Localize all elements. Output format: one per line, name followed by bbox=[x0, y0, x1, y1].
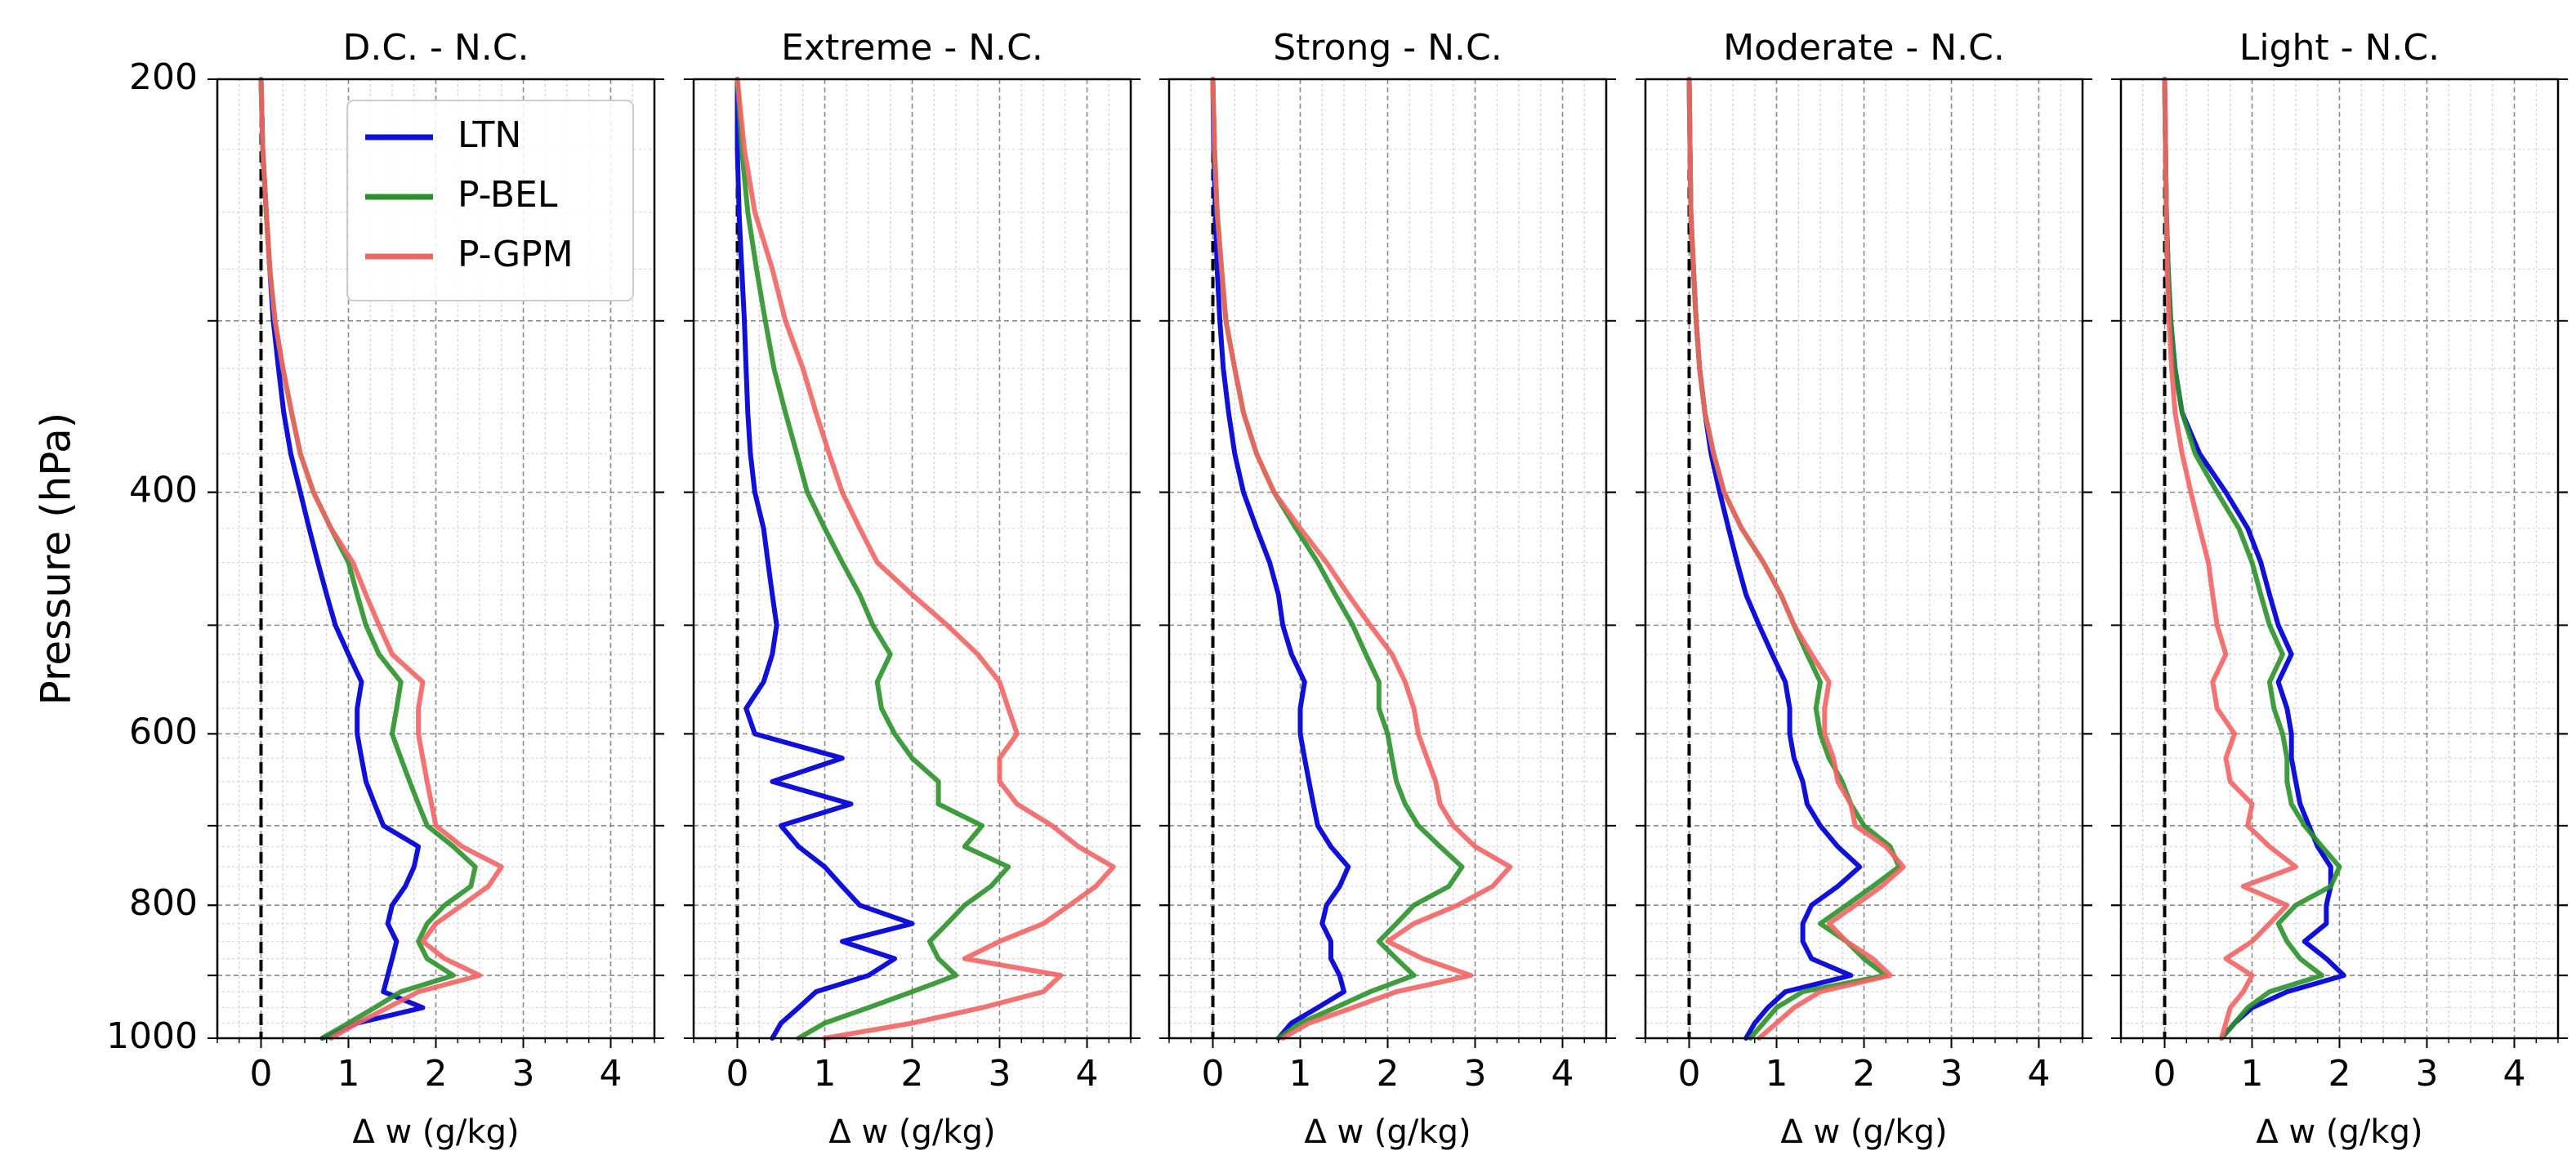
x-tick-label: 4 bbox=[600, 1053, 623, 1095]
x-axis-label: Δ w (g/kg) bbox=[1304, 1113, 1471, 1151]
series-line-ltn bbox=[734, 77, 915, 1041]
x-tick-label: 4 bbox=[1551, 1053, 1574, 1095]
series-line-p-gpm bbox=[2162, 77, 2298, 1041]
series-line-p-bel bbox=[1210, 77, 1465, 1041]
panel-title: Strong - N.C. bbox=[1273, 27, 1502, 69]
series-line-p-gpm bbox=[258, 77, 504, 1041]
legend: LTN P-BEL P-GPM bbox=[346, 100, 634, 301]
x-axis-label: Δ w (g/kg) bbox=[352, 1113, 519, 1151]
x-axis-label: Δ w (g/kg) bbox=[1780, 1113, 1947, 1151]
x-tick-label: 3 bbox=[1940, 1053, 1963, 1095]
x-tick-label: 2 bbox=[1377, 1053, 1400, 1095]
series-line-p-bel bbox=[734, 77, 1011, 1041]
x-tick-label: 3 bbox=[989, 1053, 1011, 1095]
panel-title: D.C. - N.C. bbox=[342, 27, 529, 69]
panel-title: Extreme - N.C. bbox=[781, 27, 1043, 69]
x-tick-label: 2 bbox=[425, 1053, 448, 1095]
x-tick-label: 1 bbox=[1289, 1053, 1312, 1095]
chart-root: Pressure (hPa)0 1 2 3 42004006008001000D.C. … bbox=[33, 27, 2568, 1151]
panel-2: 0 1 2 3 4 Extreme - N.C. Δ w (g/kg) bbox=[684, 27, 1141, 1151]
x-tick-label: 4 bbox=[2503, 1053, 2526, 1095]
x-axis-label: Δ w (g/kg) bbox=[828, 1113, 995, 1151]
series-line-ltn bbox=[1686, 77, 1863, 1041]
y-axis-label: Pressure (hPa) bbox=[33, 413, 80, 706]
x-tick-label: 1 bbox=[1766, 1053, 1788, 1095]
x-tick-label: 1 bbox=[2241, 1053, 2264, 1095]
series-line-ltn bbox=[1210, 77, 1351, 1041]
x-tick-label: 4 bbox=[2028, 1053, 2051, 1095]
series-line-p-gpm bbox=[734, 77, 1116, 1041]
x-tick-label: 2 bbox=[2328, 1053, 2351, 1095]
x-tick-label: 0 bbox=[250, 1053, 273, 1095]
series-line-p-gpm bbox=[1210, 77, 1513, 1041]
y-tick-label: 600 bbox=[129, 711, 198, 752]
x-tick-label: 0 bbox=[726, 1053, 749, 1095]
panel-1: 0 1 2 3 4 200 400 600 800 1000 D.C. - N.C. Δ w (g/k… bbox=[106, 27, 664, 1151]
x-tick-label: 1 bbox=[814, 1053, 837, 1095]
x-tick-label: 0 bbox=[1678, 1053, 1701, 1095]
legend-label-p-bel: P-BEL bbox=[458, 174, 558, 216]
panel-title: Light - N.C. bbox=[2239, 27, 2440, 69]
x-tick-label: 0 bbox=[1202, 1053, 1225, 1095]
x-tick-label: 3 bbox=[2416, 1053, 2439, 1095]
x-tick-label: 2 bbox=[1853, 1053, 1876, 1095]
x-tick-label: 1 bbox=[337, 1053, 360, 1095]
x-tick-label: 0 bbox=[2154, 1053, 2176, 1095]
panel-title: Moderate - N.C. bbox=[1723, 27, 2005, 69]
legend-label-p-gpm: P-GPM bbox=[458, 234, 574, 275]
panel-4: 0 1 2 3 4 Moderate - N.C. Δ w (g/kg) bbox=[1636, 27, 2092, 1151]
x-tick-label: 4 bbox=[1076, 1053, 1099, 1095]
panel-5: 0 1 2 3 4 Light - N.C. Δ w (g/kg) bbox=[2111, 27, 2568, 1151]
y-tick-label: 400 bbox=[129, 470, 198, 511]
x-axis-label: Δ w (g/kg) bbox=[2256, 1113, 2422, 1151]
x-tick-label: 3 bbox=[1464, 1053, 1487, 1095]
y-tick-label: 1000 bbox=[106, 1015, 198, 1057]
x-tick-label: 3 bbox=[512, 1053, 535, 1095]
y-tick-label: 800 bbox=[129, 882, 198, 924]
legend-box bbox=[346, 100, 634, 301]
x-tick-label: 2 bbox=[901, 1053, 924, 1095]
series-line-p-gpm bbox=[1686, 77, 1906, 1041]
panel-3: 0 1 2 3 4 Strong - N.C. Δ w (g/kg) bbox=[1159, 27, 1616, 1151]
y-tick-label: 200 bbox=[129, 56, 198, 98]
series-line-p-bel bbox=[2162, 77, 2342, 1041]
series-line-ltn bbox=[258, 77, 426, 1041]
legend-label-ltn: LTN bbox=[458, 114, 521, 156]
